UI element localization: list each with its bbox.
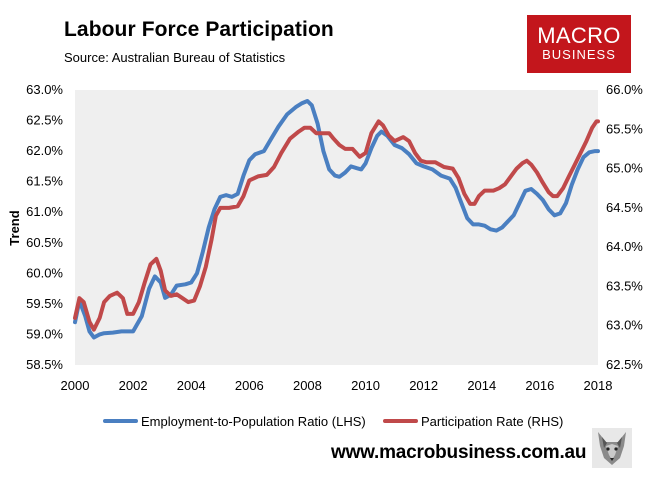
right-axis-ticks: 62.5% 63.0% 63.5% 64.0% 64.5% 65.0% 65.5% 66.0% — [606, 82, 643, 372]
y-tick-label-right: 65.5% — [606, 121, 643, 136]
y-tick-label-right: 63.5% — [606, 278, 643, 293]
y-tick-label-right: 65.0% — [606, 161, 643, 176]
legend-label-participation: Participation Rate (RHS) — [421, 414, 563, 429]
series-layer — [73, 99, 600, 340]
x-tick-label: 2016 — [525, 378, 554, 393]
left-axis-ticks: 58.5% 59.0% 59.5% 60.0% 60.5% 61.0% 61.5% 62.0%… — [26, 82, 63, 372]
y-tick-label-left: 60.5% — [26, 235, 63, 250]
series-line-employment — [73, 99, 600, 340]
y-axis-label: Trend — [7, 210, 22, 245]
y-tick-label-right: 62.5% — [606, 357, 643, 372]
series-line-participation — [73, 119, 600, 332]
plot-area — [75, 90, 598, 365]
chart-source: Source: Australian Bureau of Statistics — [64, 50, 286, 65]
y-tick-label-left: 59.0% — [26, 326, 63, 341]
x-tick-label: 2002 — [119, 378, 148, 393]
macrobusiness-logo: MACRO BUSINESS — [527, 15, 631, 73]
website-url: www.macrobusiness.com.au — [331, 442, 587, 463]
x-tick-label: 2004 — [177, 378, 206, 393]
x-tick-label: 2006 — [235, 378, 264, 393]
x-tick-label: 2014 — [467, 378, 496, 393]
x-tick-label: 2018 — [584, 378, 613, 393]
y-tick-label-left: 61.5% — [26, 174, 63, 189]
x-axis-ticks: 2000 2002 2004 2006 2008 2010 2012 2014 2016 2018 — [61, 378, 613, 393]
x-tick-label: 2000 — [61, 378, 90, 393]
x-tick-label: 2010 — [351, 378, 380, 393]
y-tick-label-right: 63.0% — [606, 318, 643, 333]
y-tick-label-left: 63.0% — [26, 82, 63, 97]
chart-title: Labour Force Participation — [64, 18, 334, 41]
y-tick-label-left: 58.5% — [26, 357, 63, 372]
legend: Employment-to-Population Ratio (LHS) Par… — [103, 414, 563, 429]
y-tick-label-left: 61.0% — [26, 204, 63, 219]
y-tick-label-right: 64.0% — [606, 239, 643, 254]
y-tick-label-right: 66.0% — [606, 82, 643, 97]
y-tick-label-left: 59.5% — [26, 296, 63, 311]
wolf-icon — [592, 428, 632, 468]
logo-line-1: MACRO — [537, 23, 621, 48]
legend-label-employment: Employment-to-Population Ratio (LHS) — [141, 414, 366, 429]
y-tick-label-left: 62.5% — [26, 113, 63, 128]
x-tick-label: 2008 — [293, 378, 322, 393]
y-tick-label-left: 62.0% — [26, 143, 63, 158]
y-tick-label-right: 64.5% — [606, 200, 643, 215]
x-tick-label: 2012 — [409, 378, 438, 393]
y-tick-label-left: 60.0% — [26, 265, 63, 280]
logo-line-2: BUSINESS — [542, 47, 616, 62]
